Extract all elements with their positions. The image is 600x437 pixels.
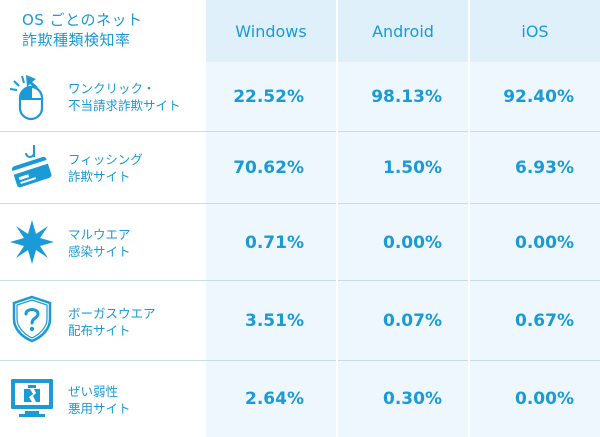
- value-windows: 0.71%: [245, 232, 304, 253]
- cell-background: [338, 361, 468, 437]
- row-label: ボーガスウエア 配布サイト: [68, 305, 208, 339]
- row-label: フィッシング 詐欺サイト: [68, 151, 208, 185]
- row-label-line2: 配布サイト: [68, 323, 131, 338]
- row-label-line2: 感染サイト: [68, 244, 131, 259]
- bogus-shield-icon: [8, 295, 56, 343]
- cell-background: [470, 361, 600, 437]
- row-label: ぜい弱性 悪用サイト: [68, 383, 208, 417]
- malware-burst-icon: [8, 218, 56, 266]
- value-ios: 0.00%: [515, 389, 574, 409]
- row-label-line1: マルウエア: [68, 227, 131, 242]
- value-android: 98.13%: [371, 87, 442, 107]
- column-header-ios: iOS: [470, 0, 600, 62]
- column-divider: [468, 0, 470, 437]
- cell-background: [470, 132, 600, 204]
- value-windows: 2.64%: [245, 389, 304, 409]
- value-ios: 6.93%: [515, 158, 574, 178]
- table-title-line2: 詐欺種類検知率: [22, 31, 131, 49]
- row-divider: [0, 131, 600, 132]
- row-label-line2: 詐欺サイト: [68, 169, 131, 184]
- cell-background: [338, 132, 468, 204]
- row-label-line1: ぜい弱性: [68, 384, 119, 399]
- value-windows: 70.62%: [233, 158, 304, 178]
- column-divider: [336, 0, 338, 437]
- column-header-android: Android: [338, 0, 468, 62]
- value-windows: 22.52%: [233, 87, 304, 107]
- cell-background: [206, 132, 336, 204]
- table-row: ワンクリック・ 不当請求詐欺サイト 22.52% 98.13% 92.40%: [0, 62, 600, 132]
- table-title-line1: OS ごとのネット: [22, 11, 143, 29]
- value-ios: 0.00%: [515, 232, 574, 253]
- value-android: 0.07%: [383, 311, 442, 331]
- row-divider: [0, 280, 600, 281]
- row-label-line1: フィッシング: [68, 152, 143, 167]
- cell-background: [470, 62, 600, 132]
- value-ios: 0.67%: [515, 311, 574, 331]
- row-divider: [0, 360, 600, 361]
- cell-background: [206, 361, 336, 437]
- row-label-line1: ワンクリック・: [68, 81, 156, 96]
- row-divider: [0, 203, 600, 204]
- cell-background: [470, 204, 600, 281]
- cell-background: [206, 62, 336, 132]
- cell-background: [206, 204, 336, 281]
- row-label-line2: 悪用サイト: [68, 401, 131, 416]
- value-android: 0.00%: [383, 232, 442, 253]
- broken-monitor-icon: [8, 373, 56, 421]
- cell-background: [470, 281, 600, 361]
- value-windows: 3.51%: [245, 311, 304, 331]
- row-label: マルウエア 感染サイト: [68, 226, 208, 260]
- cell-background: [338, 62, 468, 132]
- cell-background: [338, 281, 468, 361]
- row-label: ワンクリック・ 不当請求詐欺サイト: [68, 80, 208, 114]
- value-android: 0.30%: [383, 389, 442, 409]
- table-row: ぜい弱性 悪用サイト 2.64% 0.30% 0.00%: [0, 361, 600, 437]
- table-header: OS ごとのネット 詐欺種類検知率 Windows Android iOS: [0, 0, 600, 62]
- row-label-line2: 不当請求詐欺サイト: [68, 98, 181, 113]
- mouse-click-icon: [8, 73, 56, 121]
- table-row: マルウエア 感染サイト 0.71% 0.00% 0.00%: [0, 204, 600, 281]
- value-android: 1.50%: [383, 158, 442, 178]
- table-title: OS ごとのネット 詐欺種類検知率: [22, 10, 202, 50]
- cell-background: [206, 281, 336, 361]
- column-header-windows: Windows: [206, 0, 336, 62]
- table-row: フィッシング 詐欺サイト 70.62% 1.50% 6.93%: [0, 132, 600, 204]
- phishing-card-icon: [8, 143, 56, 191]
- cell-background: [338, 204, 468, 281]
- table-row: ボーガスウエア 配布サイト 3.51% 0.07% 0.67%: [0, 281, 600, 361]
- row-label-line1: ボーガスウエア: [68, 306, 156, 321]
- value-ios: 92.40%: [503, 87, 574, 107]
